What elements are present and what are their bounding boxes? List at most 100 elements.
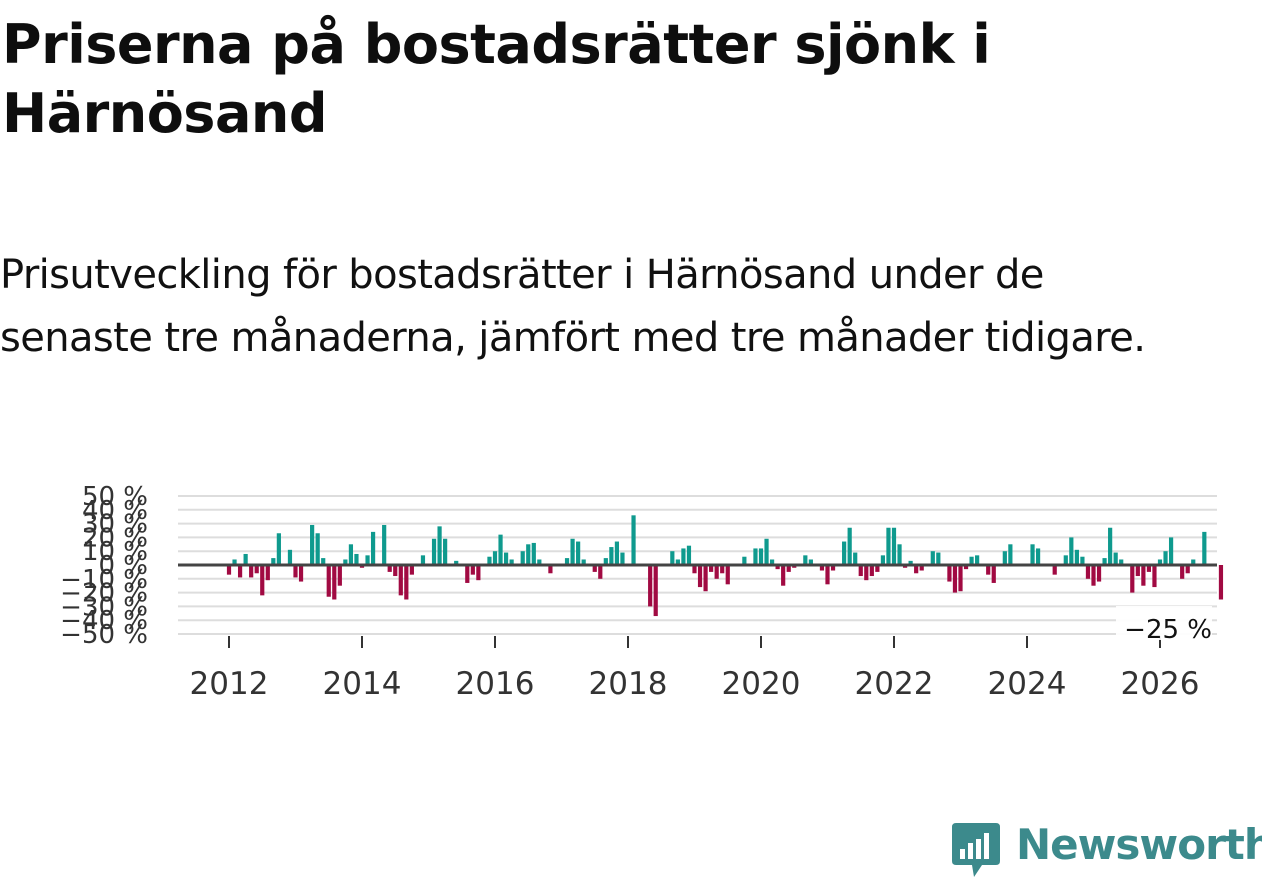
bar — [869, 565, 874, 577]
bar — [1152, 565, 1157, 588]
bar — [1069, 537, 1074, 565]
bar — [692, 565, 697, 574]
bar — [509, 559, 514, 565]
bar — [908, 560, 913, 565]
y-tick-label: 20 % — [82, 523, 148, 553]
bar — [343, 559, 348, 565]
bar — [570, 538, 575, 565]
bar — [891, 527, 897, 565]
bar — [1146, 565, 1152, 572]
bar — [614, 541, 620, 565]
bar — [337, 565, 342, 586]
bar — [653, 565, 658, 617]
bar — [420, 555, 426, 565]
bar — [387, 565, 392, 572]
bar — [880, 555, 886, 565]
bar — [243, 553, 248, 565]
x-tick-label: 2016 — [456, 666, 535, 702]
bar — [919, 565, 924, 571]
x-axis: 2012 2014 2016 2018 2020 2022 2024 2026 — [190, 636, 1199, 702]
bar — [1074, 549, 1079, 565]
bar — [697, 565, 703, 588]
bar — [808, 559, 813, 565]
bar — [354, 553, 359, 565]
bar — [393, 565, 398, 577]
x-tick-label: 2024 — [988, 666, 1067, 702]
bar — [287, 549, 293, 565]
bar — [487, 556, 492, 565]
bar — [365, 555, 370, 565]
bar — [465, 565, 470, 583]
bar — [969, 556, 974, 565]
bar — [409, 565, 414, 575]
bar — [437, 526, 442, 565]
bar — [382, 524, 387, 565]
bar — [404, 565, 409, 600]
bar-series — [226, 515, 1224, 617]
bar — [1119, 559, 1124, 565]
bar — [720, 565, 725, 574]
bar — [936, 552, 941, 565]
bar — [886, 527, 891, 565]
bar — [276, 533, 281, 565]
bar — [1135, 565, 1140, 577]
bar — [1113, 552, 1118, 565]
y-tick-label: 10 % — [82, 537, 148, 567]
y-tick-label: −10 % — [60, 565, 148, 595]
bar — [298, 565, 304, 582]
y-tick-label: −30 % — [60, 592, 148, 622]
bar — [864, 565, 869, 581]
bar — [237, 565, 243, 578]
bar — [781, 565, 786, 586]
bar — [254, 565, 259, 574]
bar — [963, 565, 969, 570]
bar — [1168, 537, 1174, 565]
bar — [1202, 531, 1207, 565]
bar — [609, 547, 614, 565]
bar — [758, 548, 764, 565]
bar — [703, 565, 708, 592]
bar — [986, 565, 991, 575]
bar — [681, 548, 686, 565]
bar — [1085, 565, 1091, 579]
bar — [226, 565, 232, 575]
bar — [670, 551, 675, 565]
bar — [454, 560, 459, 565]
y-tick-label: −20 % — [60, 579, 148, 609]
bar — [631, 515, 636, 565]
bar — [498, 534, 503, 565]
bar — [853, 552, 858, 565]
bar — [952, 565, 958, 593]
y-tick-label: 40 % — [82, 496, 148, 526]
bar — [1035, 548, 1041, 565]
bar — [520, 551, 525, 565]
bar — [398, 565, 403, 596]
bar — [326, 565, 331, 597]
bar — [764, 538, 769, 565]
bar — [830, 565, 836, 571]
bar — [315, 533, 320, 565]
bar — [825, 565, 830, 585]
y-tick-label: 0 % — [98, 551, 148, 581]
bar — [930, 551, 935, 565]
bar — [603, 558, 608, 565]
bar — [598, 565, 603, 579]
bar — [1163, 551, 1168, 565]
bar — [293, 565, 298, 578]
bar — [1191, 559, 1196, 565]
bar — [531, 542, 536, 565]
bar — [310, 524, 315, 565]
bar — [675, 559, 680, 565]
last-value-label-background — [1116, 606, 1212, 640]
bar — [947, 565, 952, 582]
bar — [564, 558, 570, 565]
bar — [576, 541, 581, 565]
bar — [1030, 544, 1035, 565]
bar — [443, 538, 448, 565]
bar — [1002, 551, 1007, 565]
x-tick-label: 2020 — [722, 666, 801, 702]
bar — [1157, 559, 1163, 565]
bar — [914, 565, 919, 574]
bar — [958, 565, 963, 592]
newsworthy-logo-text: Newsworthy — [1016, 820, 1262, 869]
